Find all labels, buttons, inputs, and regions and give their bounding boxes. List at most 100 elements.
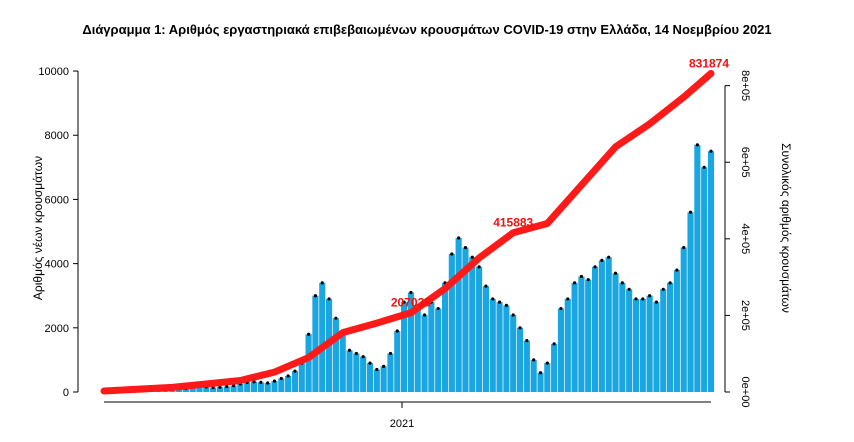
bar: [373, 369, 380, 392]
bar: [298, 363, 305, 392]
data-point: [395, 329, 399, 333]
data-point: [347, 348, 352, 352]
data-point: [695, 143, 699, 147]
bar: [667, 282, 674, 392]
data-point: [259, 380, 263, 384]
bar: [469, 257, 476, 392]
bar: [203, 386, 210, 392]
data-point: [272, 379, 277, 383]
data-point: [313, 294, 318, 298]
data-point: [402, 300, 406, 304]
data-point: [525, 339, 529, 343]
data-point: [354, 351, 358, 356]
bar: [448, 253, 455, 392]
bar: [701, 167, 708, 392]
bar: [421, 314, 428, 392]
data-point: [648, 294, 652, 298]
bar: [551, 343, 558, 392]
bar: [605, 257, 612, 392]
x-tick-label: 2021: [390, 418, 414, 430]
cumulative-line: [100, 69, 715, 395]
data-point: [552, 342, 556, 346]
bar: [598, 260, 605, 392]
bar: [312, 295, 319, 392]
bar: [626, 289, 633, 392]
data-point: [675, 268, 679, 272]
bar: [278, 378, 285, 392]
bar: [523, 340, 530, 392]
data-point: [532, 358, 536, 362]
bar: [612, 273, 619, 392]
data-point: [538, 371, 543, 375]
data-point: [218, 385, 222, 389]
bar: [175, 388, 183, 392]
bar: [653, 302, 660, 392]
data-point: [225, 384, 229, 389]
bar: [489, 298, 496, 392]
data-point: [586, 278, 590, 282]
y-tick-label: 6000: [45, 194, 69, 206]
bar: [680, 247, 687, 392]
bar: [544, 363, 551, 392]
data-point: [409, 290, 413, 295]
bar: [210, 387, 217, 392]
data-point: [422, 313, 427, 317]
bar: [537, 372, 544, 392]
data-point: [450, 252, 454, 256]
data-point: [613, 271, 618, 275]
data-point: [579, 274, 584, 279]
data-point: [334, 316, 338, 320]
bar: [346, 350, 353, 392]
data-point: [572, 281, 577, 285]
bar: [639, 298, 646, 392]
bar: [632, 298, 640, 392]
y-tick-label: 2000: [45, 323, 69, 335]
data-point: [709, 149, 713, 153]
bar: [455, 237, 462, 392]
data-point: [702, 165, 706, 169]
data-point: [368, 361, 372, 365]
data-point: [607, 255, 611, 259]
y2-tick-label: 6e+05: [739, 147, 751, 178]
bar: [401, 302, 408, 392]
bar: [380, 366, 387, 392]
bar: [285, 375, 292, 392]
bar: [414, 308, 421, 392]
y-tick-label: 4000: [45, 259, 69, 271]
bar: [196, 386, 203, 392]
data-point: [627, 287, 631, 291]
bar: [189, 387, 196, 392]
data-point: [382, 364, 386, 368]
data-point: [286, 374, 290, 378]
data-point: [688, 210, 693, 214]
data-point: [307, 332, 311, 336]
bar: [353, 353, 360, 392]
bar: [482, 286, 490, 392]
bar: [332, 318, 339, 392]
bar: [366, 363, 374, 392]
data-point: [593, 265, 597, 269]
bar: [428, 302, 435, 392]
bar: [387, 353, 394, 392]
data-point: [641, 297, 645, 301]
bar: [291, 371, 299, 392]
y2-tick-label: 2e+05: [739, 300, 751, 331]
bar: [564, 298, 571, 392]
data-point: [600, 258, 604, 263]
data-point: [504, 303, 508, 307]
bar: [619, 282, 626, 392]
data-point: [388, 351, 393, 356]
data-point: [518, 326, 522, 330]
bar: [591, 266, 599, 392]
bar: [476, 266, 483, 392]
bar: [339, 334, 346, 392]
data-point: [320, 281, 324, 285]
data-point: [484, 284, 488, 288]
bar: [516, 327, 524, 392]
bar: [510, 314, 517, 392]
bar: [441, 282, 449, 392]
data-point: [682, 245, 686, 250]
data-point: [477, 265, 481, 269]
data-point: [668, 281, 672, 285]
